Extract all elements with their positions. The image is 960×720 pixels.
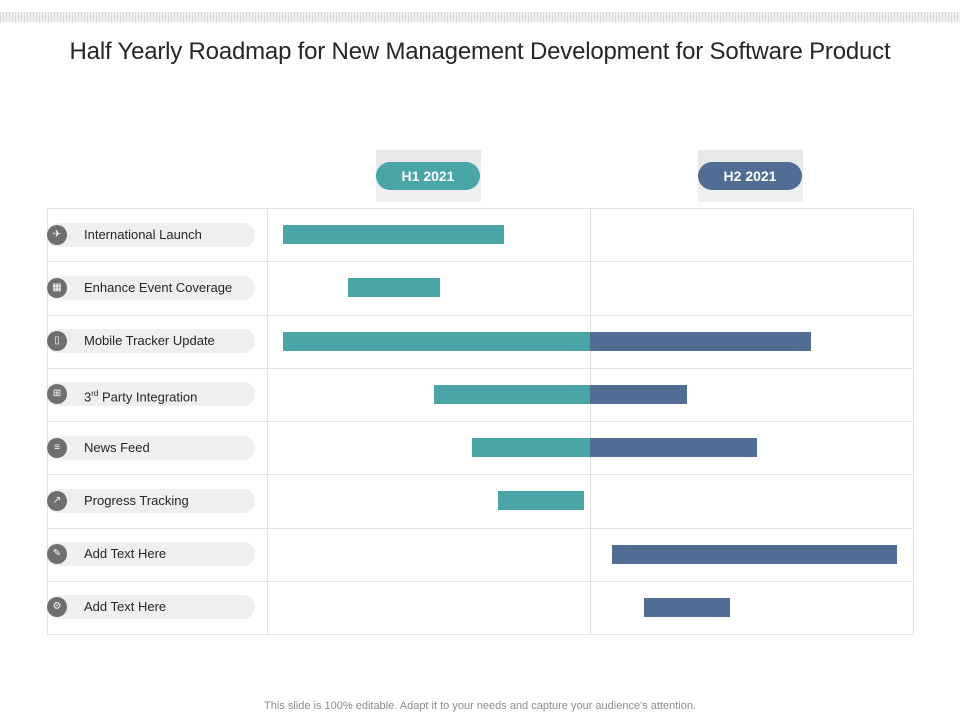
task-label: ✎ Add Text Here	[47, 542, 255, 566]
decorative-top-stripe	[0, 12, 960, 22]
period-pill-h1: H1 2021	[376, 162, 480, 190]
task-bar-h2	[644, 598, 730, 617]
chart-icon: ↗	[47, 491, 67, 511]
task-label: ⊞ 3rd Party Integration	[47, 382, 255, 406]
period-pill-h2: H2 2021	[698, 162, 802, 190]
task-label-text: Enhance Event Coverage	[84, 280, 233, 295]
task-label: ▯ Mobile Tracker Update	[47, 329, 255, 353]
row-divider	[47, 208, 913, 209]
task-bar-h2	[612, 545, 897, 564]
task-label-text-rest: Party Integration	[98, 389, 198, 405]
column-divider	[47, 208, 48, 634]
task-bar-h2	[590, 385, 687, 404]
row-divider	[47, 634, 913, 635]
row-divider	[47, 315, 913, 316]
gear-icon: ⚙	[47, 597, 67, 617]
task-bar-h1	[348, 278, 440, 297]
task-bar-h1	[283, 225, 504, 244]
row-divider	[47, 261, 913, 262]
column-divider	[267, 208, 268, 634]
task-bar-h2	[590, 332, 811, 351]
task-label-text-main: 3	[84, 389, 92, 405]
row-divider	[47, 368, 913, 369]
task-label: ✈ International Launch	[47, 223, 255, 247]
task-label-text: 3rd Party Integration	[84, 382, 197, 409]
phone-icon: ▯	[47, 331, 67, 351]
task-bar-h1	[472, 438, 590, 457]
column-divider	[913, 208, 914, 634]
calendar-icon: ▦	[47, 278, 67, 298]
task-label-text: Progress Tracking	[84, 493, 189, 508]
task-bar-h1	[434, 385, 590, 404]
integration-icon: ⊞	[47, 384, 67, 404]
task-label: ⚙ Add Text Here	[47, 595, 255, 619]
footer-note: This slide is 100% editable. Adapt it to…	[264, 700, 696, 712]
task-label-text: International Launch	[84, 227, 202, 242]
task-label-text: Add Text Here	[84, 599, 167, 614]
rocket-icon: ✈	[47, 225, 67, 245]
period-header-h1: H1 2021	[376, 150, 481, 202]
row-divider	[47, 581, 913, 582]
task-bar-h1	[498, 491, 584, 510]
newspaper-icon: ≡	[47, 438, 67, 458]
task-label-text: News Feed	[84, 440, 150, 455]
task-label-text-superscript: rd	[91, 389, 99, 398]
row-divider	[47, 474, 913, 475]
period-header-h2: H2 2021	[698, 150, 803, 202]
task-label-text: Mobile Tracker Update	[84, 333, 215, 348]
task-bar-h1	[283, 332, 590, 351]
edit-icon: ✎	[47, 544, 67, 564]
task-label-text: Add Text Here	[84, 546, 167, 561]
page-title: Half Yearly Roadmap for New Management D…	[69, 38, 891, 65]
column-divider	[590, 208, 591, 634]
task-label: ▦ Enhance Event Coverage	[47, 276, 255, 300]
row-divider	[47, 421, 913, 422]
row-divider	[47, 528, 913, 529]
task-label: ↗ Progress Tracking	[47, 489, 255, 513]
task-bar-h2	[590, 438, 757, 457]
task-label: ≡ News Feed	[47, 436, 255, 460]
